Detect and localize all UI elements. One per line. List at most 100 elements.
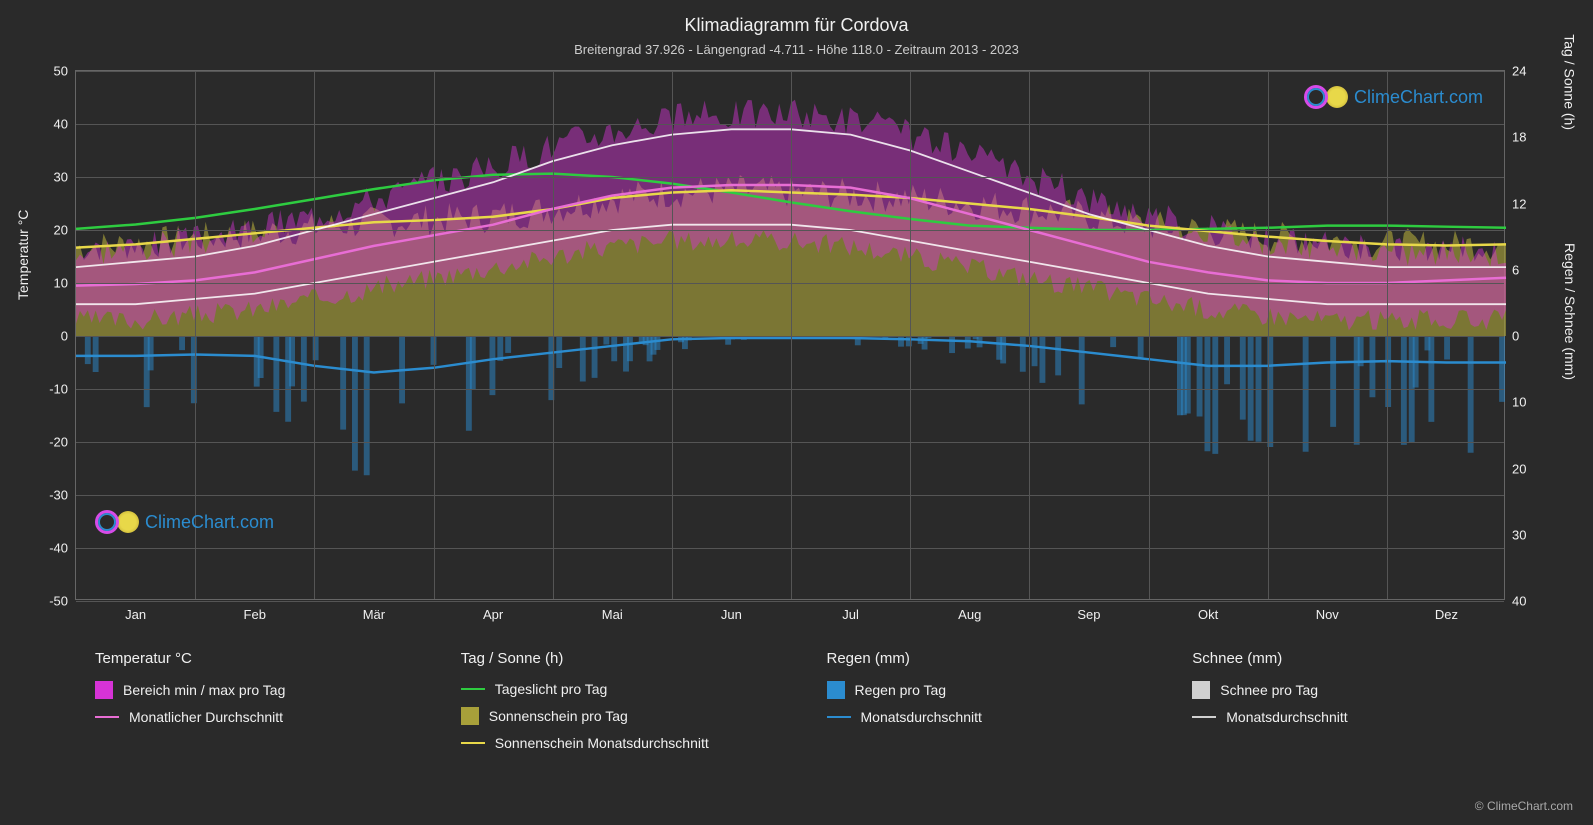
y-tick-left: -50 <box>49 594 68 609</box>
legend-swatch-icon <box>461 707 479 725</box>
y-tick-left: 30 <box>54 170 68 185</box>
x-tick: Okt <box>1198 607 1218 622</box>
y-tick-left: 50 <box>54 64 68 79</box>
legend-header: Regen (mm) <box>827 650 1133 667</box>
y-tick-right-top: 6 <box>1512 262 1519 277</box>
data-svg <box>76 71 1504 599</box>
grid-line <box>76 601 1504 602</box>
legend-line-icon <box>1192 716 1216 718</box>
legend-group: Tag / Sonne (h) Tageslicht pro Tag Sonnens… <box>461 650 767 761</box>
legend-header: Schnee (mm) <box>1192 650 1498 667</box>
grid-line <box>314 71 315 599</box>
grid-line <box>791 71 792 599</box>
legend-group: Regen (mm) Regen pro Tag Monatsdurchschnit… <box>827 650 1133 761</box>
legend-label: Sonnenschein pro Tag <box>489 708 628 724</box>
watermark-bottom: ClimeChart.com <box>95 510 274 534</box>
y-tick-right-top: 12 <box>1512 196 1526 211</box>
x-tick: Nov <box>1316 607 1339 622</box>
x-tick: Dez <box>1435 607 1458 622</box>
plot-area: -50-40-30-20-100102030405006121824102030… <box>75 70 1505 600</box>
legend-group: Schnee (mm) Schnee pro Tag Monatsdurchschn… <box>1192 650 1498 761</box>
grid-line <box>434 71 435 599</box>
legend-swatch-icon <box>1192 681 1210 699</box>
legend-item: Monatsdurchschnitt <box>827 709 1133 725</box>
legend-header: Temperatur °C <box>95 650 401 667</box>
grid-line <box>1387 71 1388 599</box>
legend-label: Schnee pro Tag <box>1220 682 1318 698</box>
y-tick-left: 20 <box>54 223 68 238</box>
copyright: © ClimeChart.com <box>1475 799 1573 813</box>
y-tick-right-bottom: 10 <box>1512 395 1526 410</box>
grid-line <box>76 230 1504 231</box>
grid-line <box>76 283 1504 284</box>
climate-chart: Klimadiagramm für Cordova Breitengrad 37… <box>0 0 1593 825</box>
x-tick: Jun <box>721 607 742 622</box>
x-tick: Apr <box>483 607 503 622</box>
legend-line-icon <box>95 716 119 718</box>
y-tick-left: 0 <box>61 329 68 344</box>
grid-line <box>672 71 673 599</box>
y-tick-right-top: 24 <box>1512 64 1526 79</box>
brand-text: ClimeChart.com <box>145 512 274 533</box>
x-tick: Jul <box>842 607 859 622</box>
legend-label: Monatsdurchschnitt <box>1226 709 1347 725</box>
legend-label: Monatsdurchschnitt <box>861 709 982 725</box>
grid-line <box>76 442 1504 443</box>
y-tick-right-bottom: 20 <box>1512 461 1526 476</box>
grid-line <box>76 389 1504 390</box>
y-tick-left: -20 <box>49 435 68 450</box>
chart-title: Klimadiagramm für Cordova <box>0 0 1593 36</box>
grid-line <box>1268 71 1269 599</box>
logo-sun-icon <box>1326 86 1348 108</box>
legend-label: Tageslicht pro Tag <box>495 681 608 697</box>
x-tick: Jan <box>125 607 146 622</box>
y-tick-left: -10 <box>49 382 68 397</box>
grid-line <box>76 495 1504 496</box>
grid-line <box>76 548 1504 549</box>
legend-label: Regen pro Tag <box>855 682 947 698</box>
legend-swatch-icon <box>95 681 113 699</box>
y-tick-left: -30 <box>49 488 68 503</box>
grid-line <box>76 177 1504 178</box>
legend: Temperatur °C Bereich min / max pro Tag Mo… <box>95 650 1498 761</box>
legend-item: Tageslicht pro Tag <box>461 681 767 697</box>
legend-item: Sonnenschein pro Tag <box>461 707 767 725</box>
legend-item: Monatlicher Durchschnitt <box>95 709 401 725</box>
legend-line-icon <box>827 716 851 718</box>
legend-swatch-icon <box>827 681 845 699</box>
y-tick-right-bottom: 30 <box>1512 527 1526 542</box>
chart-subtitle: Breitengrad 37.926 - Längengrad -4.711 -… <box>0 36 1593 57</box>
legend-header: Tag / Sonne (h) <box>461 650 767 667</box>
legend-line-icon <box>461 688 485 690</box>
legend-line-icon <box>461 742 485 744</box>
legend-item: Schnee pro Tag <box>1192 681 1498 699</box>
y-axis-right-top-label: Tag / Sonne (h) <box>1562 34 1578 130</box>
grid-line <box>910 71 911 599</box>
legend-label: Monatlicher Durchschnitt <box>129 709 283 725</box>
legend-item: Monatsdurchschnitt <box>1192 709 1498 725</box>
x-tick: Aug <box>958 607 981 622</box>
legend-label: Sonnenschein Monatsdurchschnitt <box>495 735 709 751</box>
legend-group: Temperatur °C Bereich min / max pro Tag Mo… <box>95 650 401 761</box>
grid-line <box>76 71 1504 72</box>
y-tick-right-top: 0 <box>1512 329 1519 344</box>
y-tick-left: 40 <box>54 117 68 132</box>
y-axis-right-bottom-label: Regen / Schnee (mm) <box>1562 243 1578 380</box>
grid-line <box>76 124 1504 125</box>
y-tick-right-top: 18 <box>1512 130 1526 145</box>
grid-line <box>76 336 1504 337</box>
x-tick: Sep <box>1077 607 1100 622</box>
watermark-top: ClimeChart.com <box>1304 85 1483 109</box>
legend-label: Bereich min / max pro Tag <box>123 682 285 698</box>
grid-line <box>1029 71 1030 599</box>
y-axis-left-label: Temperatur °C <box>15 210 31 300</box>
legend-item: Regen pro Tag <box>827 681 1133 699</box>
y-tick-left: -40 <box>49 541 68 556</box>
y-tick-left: 10 <box>54 276 68 291</box>
logo-circle-icon <box>1304 85 1328 109</box>
logo-sun-icon <box>117 511 139 533</box>
logo-circle-icon <box>95 510 119 534</box>
x-tick: Mai <box>602 607 623 622</box>
x-tick: Mär <box>363 607 385 622</box>
legend-item: Bereich min / max pro Tag <box>95 681 401 699</box>
